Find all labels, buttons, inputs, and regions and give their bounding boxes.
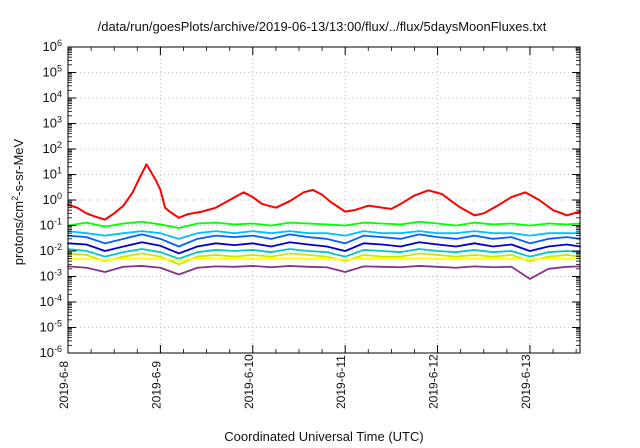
y-tick-label: 10-2 bbox=[40, 242, 62, 258]
y-axis-label-suffix: -s-sr-MeV bbox=[11, 138, 26, 195]
y-tick-label: 106 bbox=[43, 38, 62, 54]
x-tick-label: 2019-6-10 bbox=[242, 354, 256, 409]
y-tick-label: 10-3 bbox=[40, 268, 62, 284]
series-line-2 bbox=[67, 220, 581, 229]
series-lines bbox=[67, 163, 582, 280]
series-line-6 bbox=[67, 248, 581, 260]
series-line-5 bbox=[67, 241, 581, 255]
y-tick-label: 10-4 bbox=[40, 293, 62, 309]
y-tick-label: 105 bbox=[43, 64, 62, 80]
x-tick-label: 2019-6-9 bbox=[149, 361, 163, 409]
series-line-9 bbox=[67, 265, 581, 280]
y-tick-label: 10-1 bbox=[40, 217, 62, 233]
y-tick-label: 104 bbox=[43, 89, 62, 105]
y-axis-label: protons/cm2-s-sr-MeV bbox=[10, 138, 26, 265]
series-line-8 bbox=[67, 257, 581, 261]
axes: 10-6 10-5 10-4 10-3 10-2 10-1 100 101 102 103 104 1… bbox=[40, 38, 581, 409]
x-tick-label: 2019-6-12 bbox=[427, 354, 441, 409]
chart-title: /data/run/goesPlots/archive/2019-06-13/1… bbox=[98, 19, 547, 34]
series-line-7 bbox=[67, 252, 581, 266]
series-line-4 bbox=[67, 233, 581, 248]
y-tick-label: 103 bbox=[43, 115, 62, 131]
x-tick-label: 2019-6-11 bbox=[334, 355, 348, 409]
y-tick-label: 100 bbox=[43, 191, 62, 207]
y-tick-label: 102 bbox=[43, 140, 62, 156]
y-tick-label: 101 bbox=[43, 166, 62, 182]
series-line-1 bbox=[67, 163, 582, 221]
y-axis-label-prefix: protons/cm bbox=[11, 201, 26, 265]
x-axis-label: Coordinated Universal Time (UTC) bbox=[224, 429, 423, 444]
x-tick-label: 2019-6-8 bbox=[57, 361, 71, 409]
y-tick-label: 10-5 bbox=[40, 319, 62, 335]
x-tick-label: 2019-6-13 bbox=[519, 354, 533, 409]
grid-lines bbox=[67, 46, 580, 354]
y-axis-label-superscript: 2 bbox=[10, 196, 20, 201]
y-tick-label: 10-6 bbox=[40, 344, 62, 360]
series-line-3 bbox=[67, 230, 581, 240]
